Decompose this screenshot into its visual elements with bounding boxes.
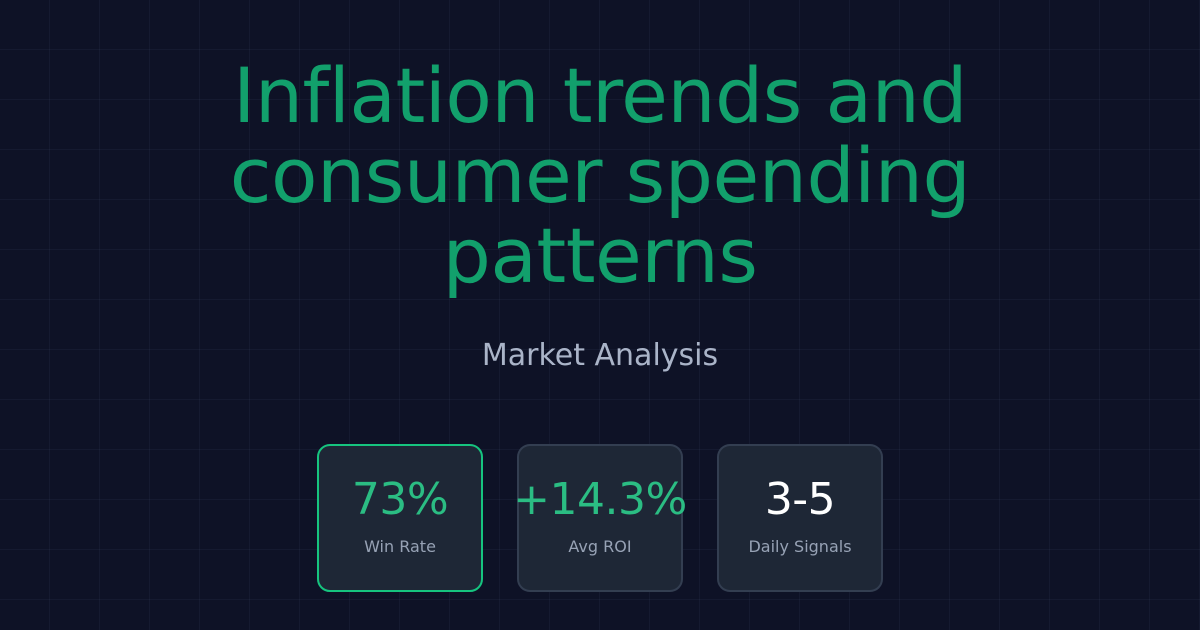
page-subtitle: Market Analysis: [481, 338, 719, 373]
page-title: Inflation trends and consumer spending p…: [229, 51, 971, 300]
stat-label-avg-roi: Avg ROI: [568, 537, 632, 556]
stat-card-avg-roi: +14.3% Avg ROI: [513, 444, 687, 592]
stat-card-daily-signals: 3-5 Daily Signals: [717, 444, 883, 592]
stat-label-daily-signals: Daily Signals: [748, 537, 852, 556]
stat-label-win-rate: Win Rate: [364, 537, 436, 556]
stat-card-win-rate: 73% Win Rate: [317, 444, 483, 592]
stat-value-avg-roi: +14.3%: [513, 474, 687, 525]
stats-row: 73% Win Rate +14.3% Avg ROI 3-5 Daily Si…: [0, 444, 1200, 592]
stat-value-daily-signals: 3-5: [764, 474, 836, 525]
stat-value-win-rate: 73%: [351, 474, 449, 525]
